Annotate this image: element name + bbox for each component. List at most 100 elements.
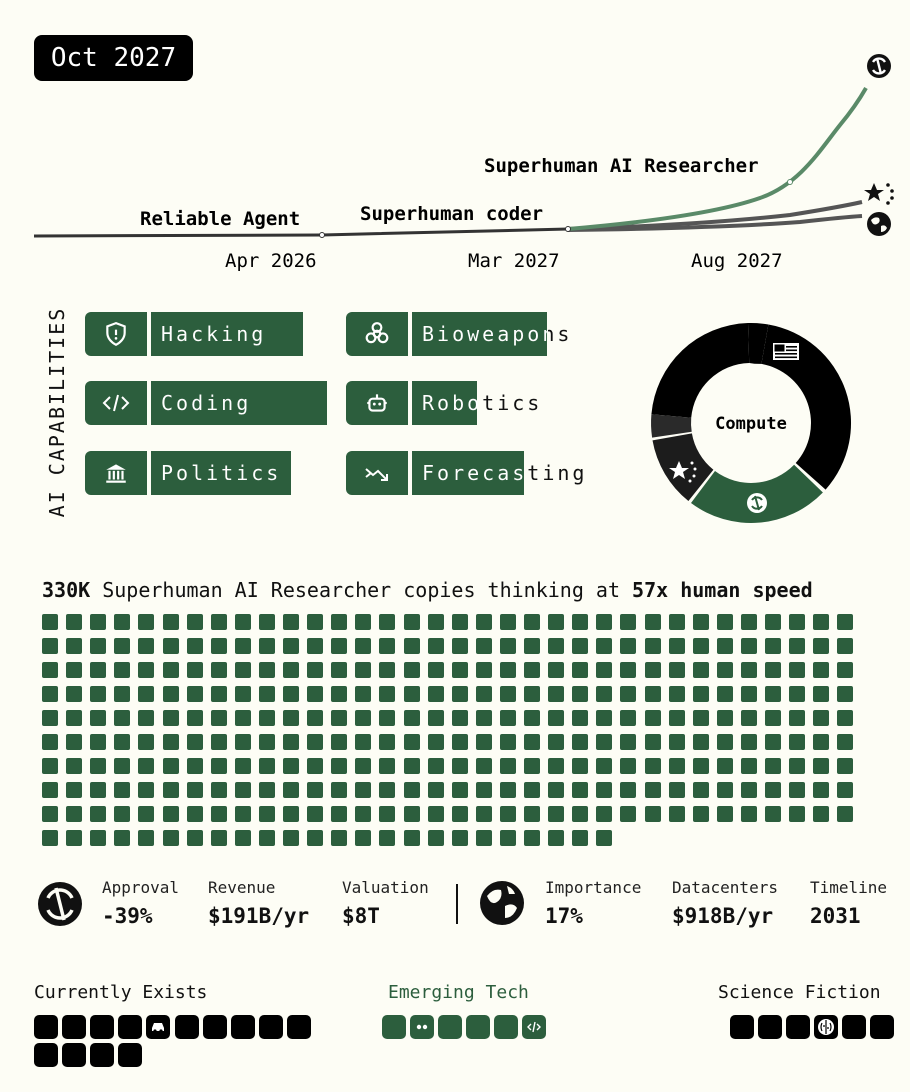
copies-speed: 57x human speed: [632, 578, 813, 602]
copy-square: [234, 614, 251, 630]
copy-square: [307, 830, 324, 846]
copy-square: [837, 782, 854, 798]
copy-square: [331, 638, 348, 654]
copy-square: [548, 806, 565, 822]
copy-square: [234, 830, 251, 846]
world-trend-line: [567, 214, 863, 232]
copy-square: [258, 662, 275, 678]
copy-square: [548, 662, 565, 678]
copy-square: [283, 830, 299, 846]
copy-square: [427, 638, 444, 654]
tech-tile: [62, 1043, 87, 1067]
copy-square: [572, 806, 589, 822]
copy-square: [572, 734, 589, 750]
copy-square: [66, 638, 83, 654]
copy-square: [837, 662, 854, 678]
copy-square: [548, 686, 565, 702]
copy-square: [451, 758, 468, 774]
copy-square: [403, 614, 420, 630]
progress-timeline: Reliable Agent Superhuman coder Superhum…: [33, 54, 894, 272]
timeline-label: Timeline: [810, 878, 888, 897]
copy-square: [379, 830, 396, 846]
capability-coding: Coding: [85, 381, 327, 425]
car-icon-tile: [146, 1015, 171, 1039]
copy-square: [789, 806, 806, 822]
copy-square: [596, 782, 613, 798]
copy-square: [90, 782, 107, 798]
copy-square: [572, 758, 589, 774]
copy-square: [379, 638, 396, 654]
copy-square: [427, 662, 444, 678]
copy-square: [283, 734, 299, 750]
copy-square: [427, 614, 444, 630]
copy-square: [234, 806, 251, 822]
globe-icon: [867, 212, 891, 236]
copy-square: [138, 638, 155, 654]
capability-robotics: Robotics: [346, 381, 539, 425]
copy-square: [42, 638, 58, 654]
copy-square: [789, 734, 806, 750]
copy-square: [114, 662, 131, 678]
copy-square: [331, 710, 348, 726]
copy-square: [572, 830, 589, 846]
revenue-label: Revenue: [208, 878, 276, 897]
copy-square: [620, 662, 637, 678]
copy-square: [90, 614, 107, 630]
copy-square: [427, 734, 444, 750]
capability-bar: [412, 312, 547, 356]
copy-square: [572, 662, 589, 678]
copy-square: [499, 638, 516, 654]
copy-square: [451, 662, 468, 678]
globe-icon: [479, 880, 525, 930]
copy-square: [765, 734, 781, 750]
copy-square: [644, 758, 661, 774]
copy-square: [475, 662, 492, 678]
copies-text: Superhuman AI Researcher copies thinking…: [102, 578, 620, 602]
copy-square: [765, 638, 781, 654]
copy-square: [379, 806, 396, 822]
copy-square: [837, 758, 854, 774]
copy-square: [789, 782, 806, 798]
capability-label: Forecasting: [422, 451, 587, 495]
copy-square: [66, 782, 83, 798]
copy-square: [813, 806, 830, 822]
openbrain-icon: [747, 493, 767, 513]
copy-square: [403, 710, 420, 726]
copy-square: [451, 830, 468, 846]
copy-square: [692, 686, 709, 702]
copy-square: [90, 758, 107, 774]
copy-square: [114, 614, 131, 630]
currently-exists-title: Currently Exists: [34, 982, 208, 1003]
copy-square: [258, 686, 275, 702]
copy-square: [765, 710, 781, 726]
copy-square: [765, 806, 781, 822]
copy-square: [524, 662, 540, 678]
copy-square: [837, 686, 854, 702]
copy-square: [668, 806, 685, 822]
code-icon-tile: [522, 1015, 546, 1039]
copy-square: [499, 614, 516, 630]
copy-square: [210, 662, 227, 678]
copy-square: [66, 806, 83, 822]
copy-square: [162, 734, 179, 750]
copy-square: [331, 758, 348, 774]
capability-label: Hacking: [161, 312, 266, 356]
copy-square: [403, 830, 420, 846]
capability-politics: Politics: [85, 451, 291, 495]
capability-label: Robotics: [422, 381, 542, 425]
copy-square: [42, 614, 58, 630]
copy-square: [813, 758, 830, 774]
capability-label: Bioweapons: [422, 312, 572, 356]
copy-square: [451, 686, 468, 702]
copy-square: [90, 662, 107, 678]
copy-square: [692, 806, 709, 822]
copy-square: [379, 686, 396, 702]
copy-square: [355, 758, 372, 774]
copy-square: [451, 806, 468, 822]
copy-square: [427, 686, 444, 702]
copy-square: [813, 734, 830, 750]
tech-tile: [90, 1015, 115, 1039]
copy-square: [355, 710, 372, 726]
copy-square: [331, 614, 348, 630]
copy-square: [90, 734, 107, 750]
